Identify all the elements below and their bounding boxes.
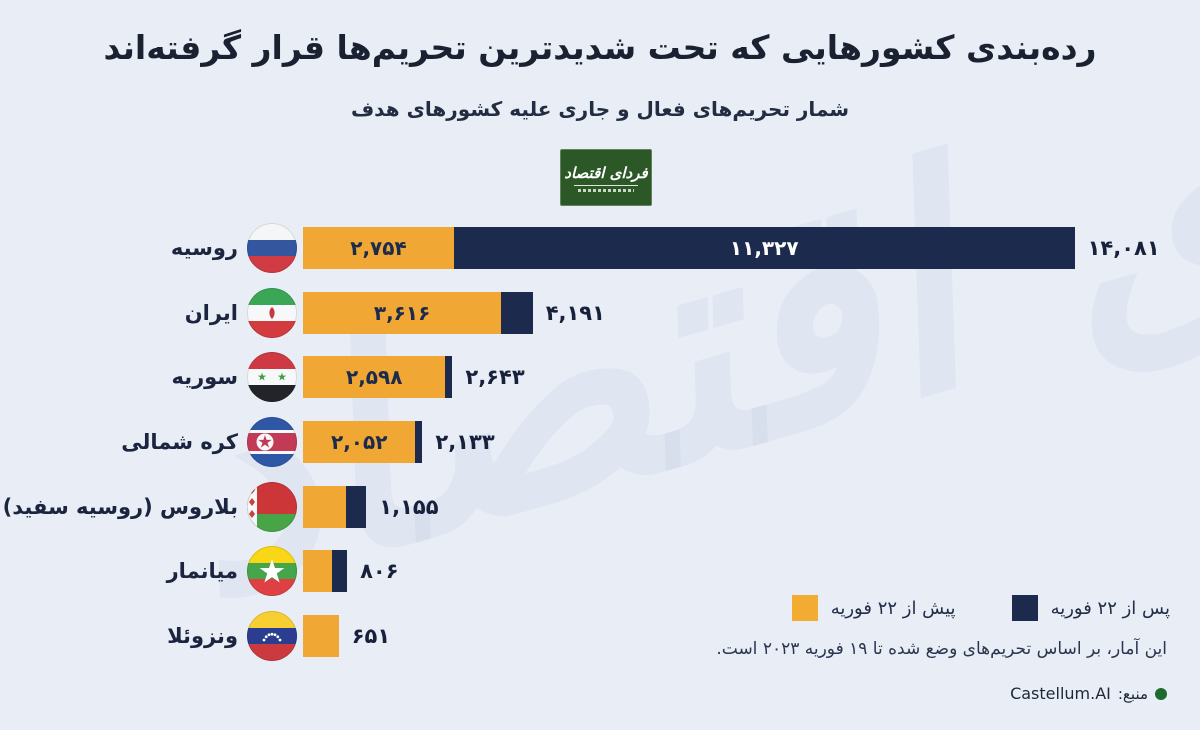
iran-flag-icon <box>247 288 297 338</box>
bar-row-myanmar: میانمار ۸۰۶ <box>0 546 399 596</box>
bar-segment-before <box>303 486 347 528</box>
bar-stack <box>303 486 367 528</box>
bar-stack: ۲,۷۵۴ ۱۱,۳۲۷ <box>303 227 1075 269</box>
segment-value: ۳,۶۱۶ <box>373 301 431 325</box>
total-value: ۱,۱۵۵ <box>379 495 439 519</box>
north-korea-flag-icon <box>247 417 297 467</box>
legend-label-after: پس از ۲۲ فوریه <box>1050 597 1170 619</box>
country-label: روسیه <box>170 236 238 260</box>
logo-divider <box>574 184 638 186</box>
bar-row-russia: روسیه ۲,۷۵۴ ۱۱,۳۲۷ <box>0 223 1160 273</box>
bar-row-iran: ایران ۳,۶۱۶ ۴,۱ <box>0 288 605 338</box>
page-subtitle: شمار تحریم‌های فعال و جاری علیه کشورهای … <box>350 97 850 121</box>
total-value: ۱۴,۰۸۱ <box>1087 236 1160 260</box>
bar-row-north-korea: کره شمالی <box>0 417 495 467</box>
logo-name: فردای اقتصاد <box>564 163 648 182</box>
country-label: ایران <box>184 301 238 325</box>
total-value: ۶۵۱ <box>351 624 391 648</box>
logo-tagline-strip <box>578 188 634 192</box>
footnote: این آمار، بر اساس تحریم‌های وضع شده تا ۱… <box>716 639 1167 659</box>
legend-label-before: پیش از ۲۲ فوریه <box>830 597 956 619</box>
source-label: منبع: <box>1117 684 1148 703</box>
source-value: Castellum.AI <box>1010 684 1111 703</box>
bar-stack: ۳,۶۱۶ <box>303 292 533 334</box>
bar-stack <box>303 550 348 592</box>
segment-value: ۱۱,۳۲۷ <box>729 236 799 260</box>
source-line: منبع: Castellum.AI <box>1010 684 1167 703</box>
syria-flag-icon <box>247 352 297 402</box>
bar-segment-after <box>445 356 453 398</box>
total-value: ۴,۱۹۱ <box>545 301 605 325</box>
bar-segment-after <box>501 292 533 334</box>
bar-row-venezuela: ونزوئلا <box>0 611 391 661</box>
bar-segment-before: ۲,۷۵۴ <box>303 227 454 269</box>
country-label: ونزوئلا <box>167 624 238 648</box>
total-value: ۲,۱۳۳ <box>435 430 495 454</box>
bar-segment-after <box>346 486 367 528</box>
source-dot-icon <box>1155 687 1167 700</box>
venezuela-flag-icon <box>247 611 297 661</box>
bar-segment-before <box>303 615 339 657</box>
bar-stack <box>303 615 339 657</box>
bar-segment-before: ۲,۵۹۸ <box>303 356 446 398</box>
country-label: سوریه <box>171 365 238 389</box>
bar-segment-after <box>415 421 423 463</box>
farda-eqtesad-logo: فردای اقتصاد <box>560 149 652 206</box>
total-value: ۸۰۶ <box>360 559 399 583</box>
belarus-flag-icon <box>247 482 297 532</box>
legend-swatch-before <box>791 595 818 621</box>
bar-segment-before: ۳,۶۱۶ <box>303 292 502 334</box>
country-label: کره شمالی <box>121 430 238 454</box>
legend-item-after: پس از ۲۲ فوریه <box>1011 595 1170 621</box>
legend-item-before: پیش از ۲۲ فوریه <box>791 595 956 621</box>
bar-row-syria: سوریه ۲,۵۹۸ <box>0 352 525 402</box>
myanmar-flag-icon <box>247 546 297 596</box>
segment-value: ۲,۰۵۲ <box>330 430 388 454</box>
bar-segment-before <box>303 550 332 592</box>
bar-stack: ۲,۵۹۸ <box>303 356 453 398</box>
segment-value: ۲,۵۹۸ <box>345 365 403 389</box>
legend-swatch-after <box>1011 595 1038 621</box>
bar-stack: ۲,۰۵۲ <box>303 421 423 463</box>
page-title: رده‌بندی کشورهایی که تحت شدیدترین تحریم‌… <box>103 28 1097 67</box>
segment-value: ۲,۷۵۴ <box>350 236 407 260</box>
bar-row-belarus: بلاروس (روسیه سفید) <box>0 482 439 532</box>
bar-segment-before: ۲,۰۵۲ <box>303 421 416 463</box>
legend: پیش از ۲۲ فوریه پس از ۲۲ فوریه <box>791 595 1170 621</box>
country-label: میانمار <box>166 559 238 583</box>
total-value: ۲,۶۴۳ <box>465 365 525 389</box>
russia-flag-icon <box>247 223 297 273</box>
bar-segment-after <box>332 550 348 592</box>
bar-segment-after: ۱۱,۳۲۷ <box>453 227 1075 269</box>
country-label: بلاروس (روسیه سفید) <box>2 495 238 519</box>
